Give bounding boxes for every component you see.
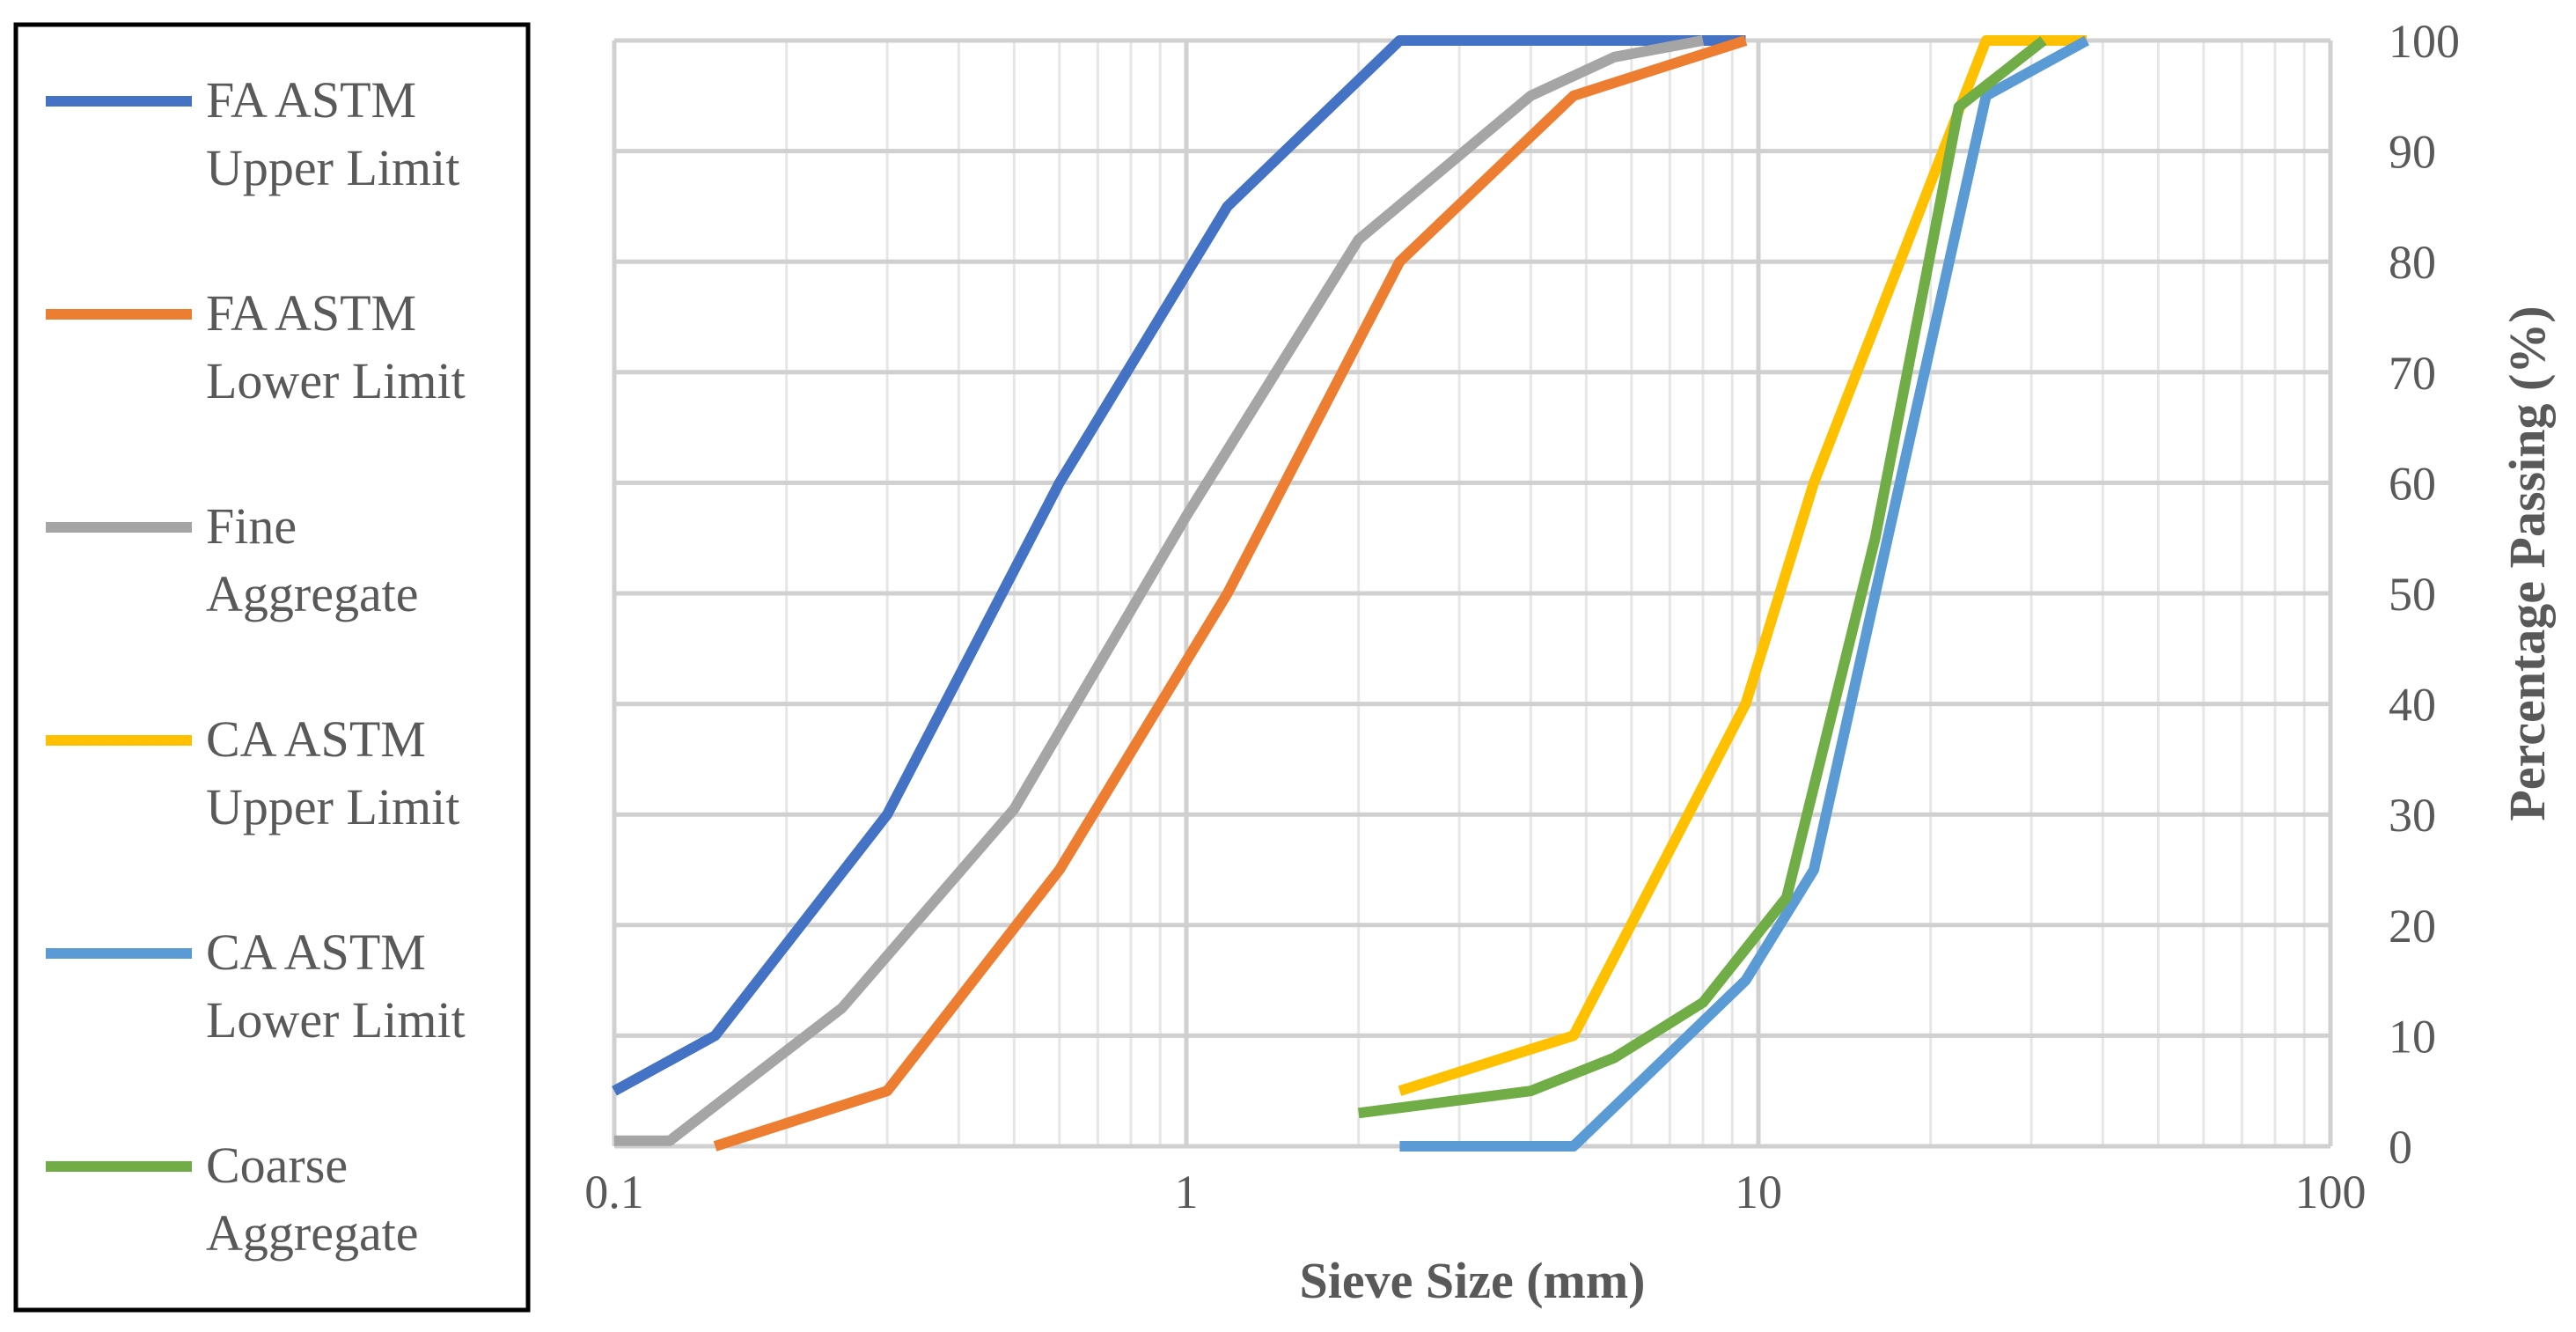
series-line-5 (1399, 35, 2089, 1152)
y-tick-label: 40 (2389, 679, 2436, 732)
y-tick-label: 20 (2389, 900, 2436, 953)
legend-label-line1: Fine (206, 497, 297, 555)
series-line-1 (612, 35, 1746, 1096)
legend-label-line1: CA ASTM (206, 710, 426, 768)
y-tick-label: 30 (2389, 789, 2436, 842)
legend-box (13, 22, 531, 1313)
legend-label-line2: Aggregate (206, 1204, 419, 1262)
x-tick-label: 1 (1175, 1166, 1199, 1218)
y-tick-label: 50 (2389, 568, 2436, 621)
series-line-2 (713, 35, 1748, 1152)
legend-label-line2: Upper Limit (206, 778, 459, 835)
legend-label-line2: Lower Limit (206, 352, 466, 409)
series-line-4 (1398, 35, 2088, 1096)
legend-label-line1: FA ASTM (206, 71, 416, 129)
x-tick-label: 100 (2295, 1166, 2367, 1218)
y-axis-title: Percentage Passing (%) (2499, 305, 2556, 821)
y-tick-label: 60 (2389, 457, 2436, 510)
legend-label-line2: Aggregate (206, 565, 419, 622)
series-line-3 (614, 35, 1705, 1146)
legend-label-line1: Coarse (206, 1137, 348, 1194)
y-tick-labels: 0 10 20 30 40 50 60 70 80 90 100 (2389, 15, 2460, 1174)
y-tick-label: 80 (2389, 236, 2436, 289)
y-tick-label: 0 (2389, 1121, 2412, 1174)
x-tick-label: 0.1 (584, 1166, 644, 1218)
y-tick-label: 10 (2389, 1010, 2436, 1063)
legend-label-line2: Upper Limit (206, 139, 459, 196)
legend-label-line1: FA ASTM (206, 284, 416, 342)
series-layer (612, 35, 2089, 1152)
legend: FA ASTM Upper Limit FA ASTM Lower Limit Fine… (13, 22, 531, 1313)
legend-label-line1: CA ASTM (206, 924, 426, 981)
x-tick-label: 10 (1735, 1166, 1782, 1218)
x-tick-labels: 0.1 1 10 100 (584, 1166, 2366, 1218)
plot-area: 0.1 1 10 100 0 10 20 30 40 50 60 70 80 90 100 (584, 15, 2460, 1218)
y-tick-label: 100 (2389, 15, 2460, 68)
y-tick-label: 90 (2389, 126, 2436, 179)
series-line-6 (1357, 36, 2047, 1119)
x-axis-title: Sieve Size (mm) (1300, 1252, 1646, 1309)
legend-label-line2: Lower Limit (206, 991, 466, 1049)
y-tick-label: 70 (2389, 347, 2436, 400)
